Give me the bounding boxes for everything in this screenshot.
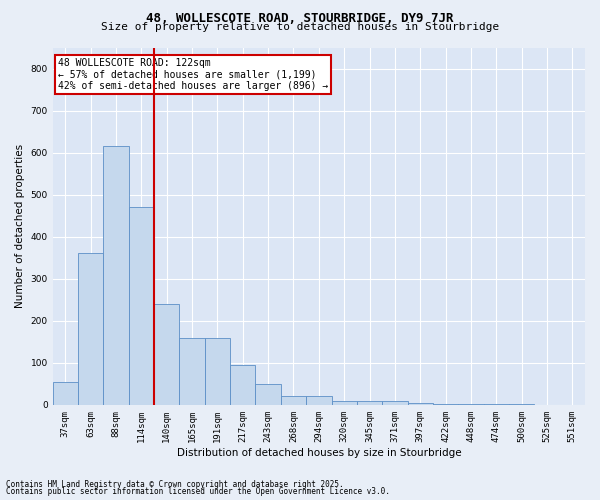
- Text: Size of property relative to detached houses in Stourbridge: Size of property relative to detached ho…: [101, 22, 499, 32]
- Bar: [129, 207, 154, 405]
- Text: 48 WOLLESCOTE ROAD: 122sqm
← 57% of detached houses are smaller (1,199)
42% of s: 48 WOLLESCOTE ROAD: 122sqm ← 57% of deta…: [58, 58, 328, 92]
- Text: 48, WOLLESCOTE ROAD, STOURBRIDGE, DY9 7JR: 48, WOLLESCOTE ROAD, STOURBRIDGE, DY9 7J…: [146, 12, 454, 26]
- Bar: [230, 365, 256, 405]
- Bar: [205, 338, 230, 405]
- Bar: [382, 402, 407, 405]
- Bar: [433, 404, 458, 405]
- Text: Contains HM Land Registry data © Crown copyright and database right 2025.: Contains HM Land Registry data © Crown c…: [6, 480, 344, 489]
- Bar: [154, 304, 179, 405]
- Bar: [357, 400, 382, 405]
- Bar: [407, 402, 433, 405]
- Bar: [53, 382, 78, 405]
- Text: Contains public sector information licensed under the Open Government Licence v3: Contains public sector information licen…: [6, 487, 390, 496]
- Bar: [281, 396, 306, 405]
- Bar: [306, 396, 332, 405]
- Bar: [179, 338, 205, 405]
- Bar: [332, 400, 357, 405]
- Bar: [256, 384, 281, 405]
- X-axis label: Distribution of detached houses by size in Stourbridge: Distribution of detached houses by size …: [176, 448, 461, 458]
- Bar: [103, 146, 129, 405]
- Bar: [78, 254, 103, 405]
- Y-axis label: Number of detached properties: Number of detached properties: [15, 144, 25, 308]
- Bar: [458, 404, 484, 405]
